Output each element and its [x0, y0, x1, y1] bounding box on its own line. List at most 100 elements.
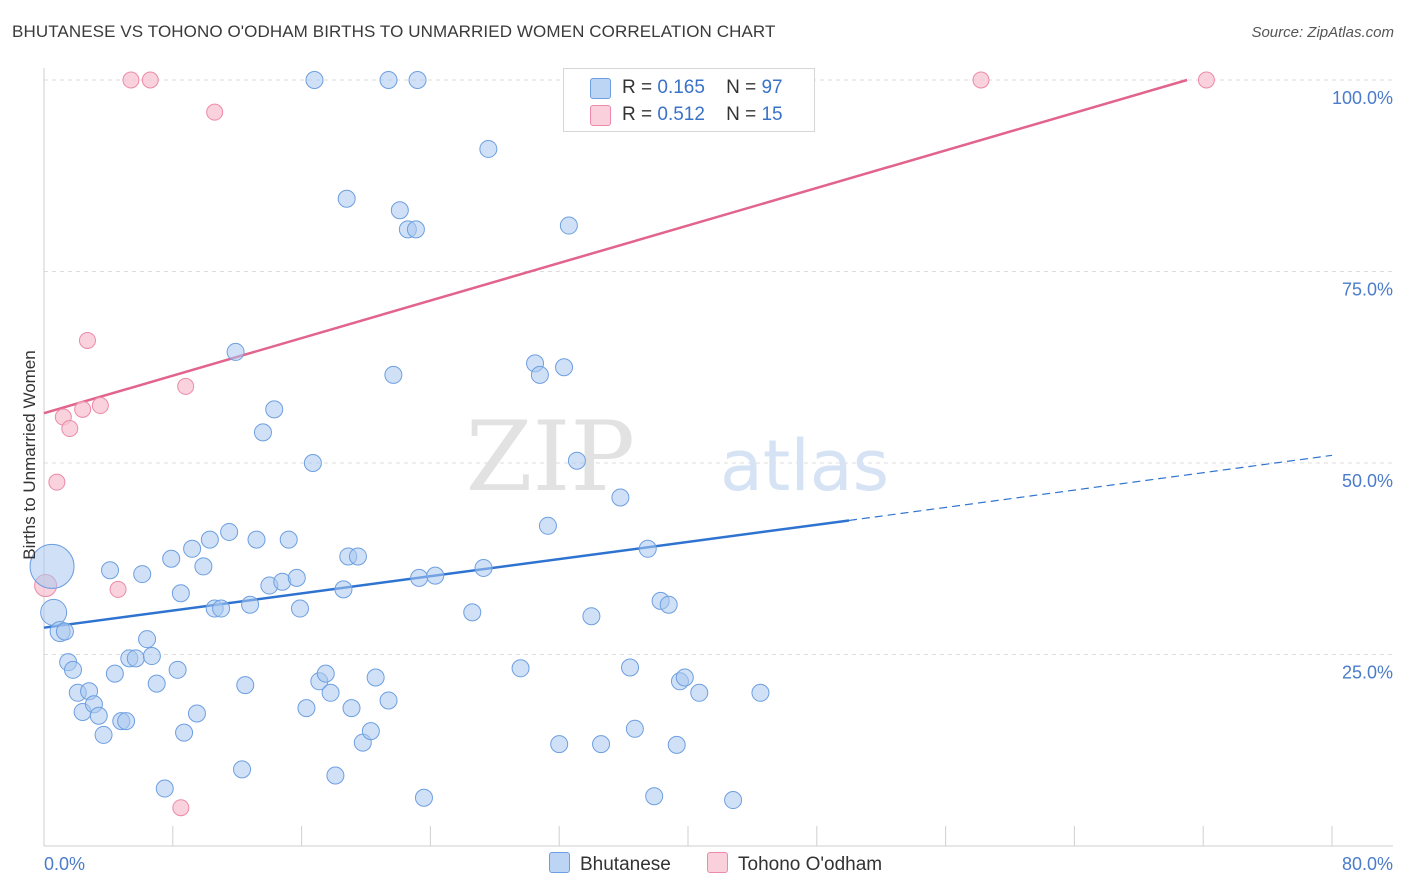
- point-tohono: [972, 71, 990, 89]
- point-bhutanese: [290, 599, 309, 618]
- point-bhutanese: [287, 568, 306, 587]
- axis-labels: Births to Unmarried Women 25.0% 50.0% 75.0…: [20, 88, 1393, 874]
- point-bhutanese: [29, 543, 75, 589]
- legend-n-value: 97: [761, 77, 783, 98]
- point-bhutanese: [555, 358, 574, 377]
- y-axis-label: Births to Unmarried Women: [20, 350, 39, 559]
- point-bhutanese: [326, 766, 345, 785]
- point-bhutanese: [611, 488, 630, 507]
- trend-line-bhutanese: [43, 519, 850, 629]
- point-bhutanese: [474, 558, 493, 577]
- point-bhutanese: [233, 760, 252, 779]
- point-bhutanese: [321, 683, 340, 702]
- point-bhutanese: [379, 691, 398, 710]
- point-bhutanese: [410, 568, 429, 587]
- point-bhutanese: [667, 735, 686, 754]
- point-tohono: [206, 103, 224, 121]
- legend-swatch-blue: [590, 78, 611, 99]
- point-bhutanese: [297, 699, 316, 718]
- axes: [43, 68, 1393, 847]
- point-bhutanese: [479, 139, 498, 158]
- trend-line-bhutanese-extension: [848, 454, 1333, 522]
- point-bhutanese: [226, 342, 245, 361]
- legend-n-value: 15: [761, 104, 783, 125]
- point-bhutanese: [538, 516, 557, 535]
- point-bhutanese: [724, 791, 743, 810]
- point-bhutanese: [187, 704, 206, 723]
- legend-r-label: R =: [622, 77, 653, 98]
- point-bhutanese: [155, 779, 174, 798]
- point-bhutanese: [645, 787, 664, 806]
- point-bhutanese: [751, 683, 770, 702]
- point-bhutanese: [379, 71, 398, 89]
- point-bhutanese: [406, 220, 425, 239]
- legend-n-label: N =: [726, 104, 757, 125]
- point-bhutanese: [212, 599, 231, 618]
- grid-lines: [44, 79, 1393, 655]
- point-tohono: [1197, 71, 1215, 89]
- point-bhutanese: [117, 712, 136, 731]
- point-bhutanese: [463, 603, 482, 622]
- source-label: Source: ZipAtlas.com: [1251, 24, 1394, 41]
- point-bhutanese: [592, 735, 611, 754]
- bottom-legend-swatch-blue: [549, 852, 570, 873]
- correlation-legend: R = 0.165 N = 97 R = 0.512 N = 15: [563, 68, 815, 132]
- watermark: ZIP atlas: [466, 401, 889, 513]
- point-bhutanese: [638, 539, 657, 558]
- point-bhutanese: [675, 668, 694, 687]
- data-points: [29, 71, 1215, 817]
- point-bhutanese: [303, 454, 322, 472]
- watermark-atlas: atlas: [720, 425, 889, 507]
- chart-title: BHUTANESE VS TOHONO O'ODHAM BIRTHS TO UN…: [12, 22, 776, 41]
- point-tohono: [177, 377, 195, 395]
- point-tohono: [122, 71, 140, 89]
- bottom-legend-swatch-pink: [707, 852, 728, 873]
- point-bhutanese: [348, 547, 367, 566]
- point-bhutanese: [171, 584, 190, 603]
- point-bhutanese: [147, 674, 166, 693]
- bottom-legend-bhutanese: Bhutanese: [549, 852, 671, 876]
- point-tohono: [78, 331, 96, 349]
- point-bhutanese: [105, 664, 124, 683]
- point-bhutanese: [94, 725, 113, 744]
- point-bhutanese: [621, 658, 640, 677]
- point-bhutanese: [220, 522, 239, 541]
- point-bhutanese: [63, 660, 82, 679]
- point-bhutanese: [408, 71, 427, 89]
- point-bhutanese: [279, 530, 298, 549]
- point-bhutanese: [426, 566, 445, 585]
- y-tick-label: 75.0%: [1342, 280, 1393, 300]
- point-tohono: [141, 71, 159, 89]
- point-bhutanese: [305, 71, 324, 89]
- point-bhutanese: [168, 660, 187, 679]
- point-bhutanese: [390, 201, 409, 220]
- point-bhutanese: [133, 565, 152, 584]
- point-tohono: [172, 799, 190, 817]
- point-bhutanese: [625, 719, 644, 738]
- point-tohono: [74, 400, 92, 418]
- point-bhutanese: [550, 735, 569, 754]
- y-tick-label: 25.0%: [1342, 663, 1393, 683]
- point-bhutanese: [89, 706, 108, 725]
- point-bhutanese: [236, 676, 255, 695]
- point-tohono: [91, 397, 109, 415]
- point-bhutanese: [200, 530, 219, 549]
- x-tick-label-max: 80.0%: [1342, 854, 1393, 874]
- y-tick-label: 100.0%: [1332, 88, 1393, 108]
- bottom-legend-tohono: Tohono O'odham: [707, 852, 882, 876]
- point-bhutanese: [342, 699, 361, 718]
- legend-n-label: N =: [726, 77, 757, 98]
- point-bhutanese: [361, 722, 380, 741]
- legend-r-value: 0.165: [657, 77, 705, 98]
- point-bhutanese: [183, 539, 202, 558]
- point-bhutanese: [690, 683, 709, 702]
- point-bhutanese: [194, 557, 213, 576]
- point-tohono: [61, 420, 79, 438]
- legend-r-label: R =: [622, 104, 653, 125]
- point-bhutanese: [582, 607, 601, 626]
- point-bhutanese: [265, 400, 284, 419]
- point-tohono: [48, 473, 66, 491]
- point-bhutanese: [366, 668, 385, 687]
- point-bhutanese: [175, 723, 194, 742]
